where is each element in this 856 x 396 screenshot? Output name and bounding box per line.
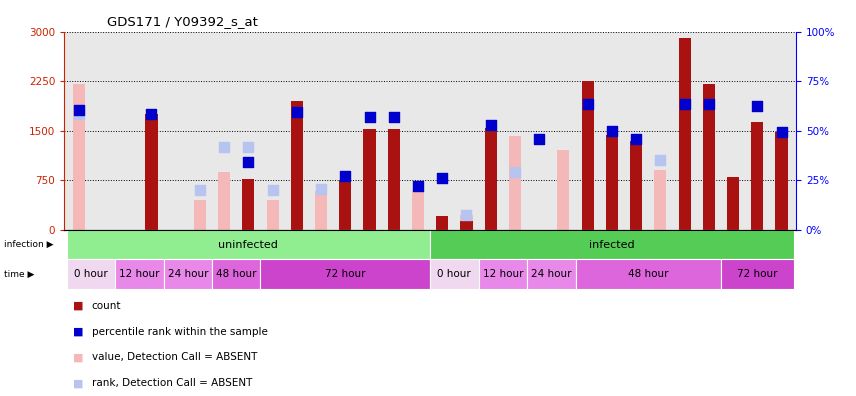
Point <box>460 212 473 218</box>
Bar <box>242 179 254 230</box>
Bar <box>291 101 303 230</box>
Point <box>145 110 158 117</box>
Point <box>241 143 255 150</box>
Text: ■: ■ <box>73 327 83 337</box>
Point <box>751 103 764 109</box>
Text: 72 hour: 72 hour <box>737 269 777 279</box>
Bar <box>727 177 739 230</box>
Bar <box>461 221 473 230</box>
Bar <box>388 129 400 230</box>
Point <box>72 110 86 117</box>
Text: 0 hour: 0 hour <box>74 269 108 279</box>
Bar <box>67 259 115 289</box>
Text: percentile rank within the sample: percentile rank within the sample <box>92 327 267 337</box>
Bar <box>606 135 618 230</box>
Point <box>193 187 207 193</box>
Bar <box>73 84 85 230</box>
Bar <box>115 259 163 289</box>
Text: 48 hour: 48 hour <box>628 269 669 279</box>
Bar <box>67 230 430 259</box>
Point <box>314 186 328 192</box>
Bar <box>364 129 376 230</box>
Bar <box>721 259 794 289</box>
Point <box>484 122 497 129</box>
Text: 12 hour: 12 hour <box>119 269 159 279</box>
Text: ■: ■ <box>73 301 83 311</box>
Point <box>581 101 595 107</box>
Bar <box>484 128 496 230</box>
Point <box>290 109 304 115</box>
Point <box>265 187 279 193</box>
Bar <box>430 259 479 289</box>
Bar <box>703 84 715 230</box>
Text: ■: ■ <box>73 378 83 388</box>
Text: uninfected: uninfected <box>218 240 278 249</box>
Bar <box>339 180 351 230</box>
Point <box>702 101 716 107</box>
Bar <box>527 259 575 289</box>
Point <box>678 101 692 107</box>
Point <box>72 107 86 113</box>
Bar <box>163 259 212 289</box>
Bar <box>315 191 327 230</box>
Bar <box>260 259 430 289</box>
Bar <box>218 171 230 230</box>
Point <box>653 157 667 164</box>
Text: 72 hour: 72 hour <box>325 269 366 279</box>
Point <box>532 135 546 142</box>
Point <box>241 159 255 166</box>
Bar <box>437 217 449 230</box>
Text: ■: ■ <box>73 352 83 362</box>
Bar <box>461 215 473 230</box>
Bar <box>630 141 642 230</box>
Bar <box>679 38 691 230</box>
Point <box>411 183 425 189</box>
Text: infection ▶: infection ▶ <box>4 240 54 249</box>
Point <box>363 114 377 121</box>
Text: 24 hour: 24 hour <box>531 269 572 279</box>
Bar <box>479 259 527 289</box>
Bar <box>752 122 764 230</box>
Bar <box>212 259 260 289</box>
Bar <box>146 114 158 230</box>
Text: 24 hour: 24 hour <box>168 269 208 279</box>
Bar <box>575 259 721 289</box>
Text: GDS171 / Y09392_s_at: GDS171 / Y09392_s_at <box>107 15 258 28</box>
Bar <box>581 81 594 230</box>
Point <box>508 169 522 175</box>
Point <box>217 143 231 150</box>
Bar <box>193 200 206 230</box>
Point <box>387 114 401 121</box>
Text: rank, Detection Call = ABSENT: rank, Detection Call = ABSENT <box>92 378 252 388</box>
Text: 48 hour: 48 hour <box>216 269 257 279</box>
Bar <box>557 150 569 230</box>
Text: time ▶: time ▶ <box>4 270 34 279</box>
Text: 0 hour: 0 hour <box>437 269 472 279</box>
Text: value, Detection Call = ABSENT: value, Detection Call = ABSENT <box>92 352 257 362</box>
Point <box>436 175 449 181</box>
Bar <box>654 170 667 230</box>
Text: infected: infected <box>589 240 634 249</box>
Bar <box>412 191 424 230</box>
Text: count: count <box>92 301 121 311</box>
Bar <box>266 200 279 230</box>
Point <box>629 135 643 142</box>
Bar <box>509 136 521 230</box>
Text: 12 hour: 12 hour <box>483 269 523 279</box>
Point <box>605 128 619 134</box>
Bar <box>776 132 788 230</box>
Point <box>338 172 352 179</box>
Bar <box>430 230 794 259</box>
Point <box>775 129 788 135</box>
